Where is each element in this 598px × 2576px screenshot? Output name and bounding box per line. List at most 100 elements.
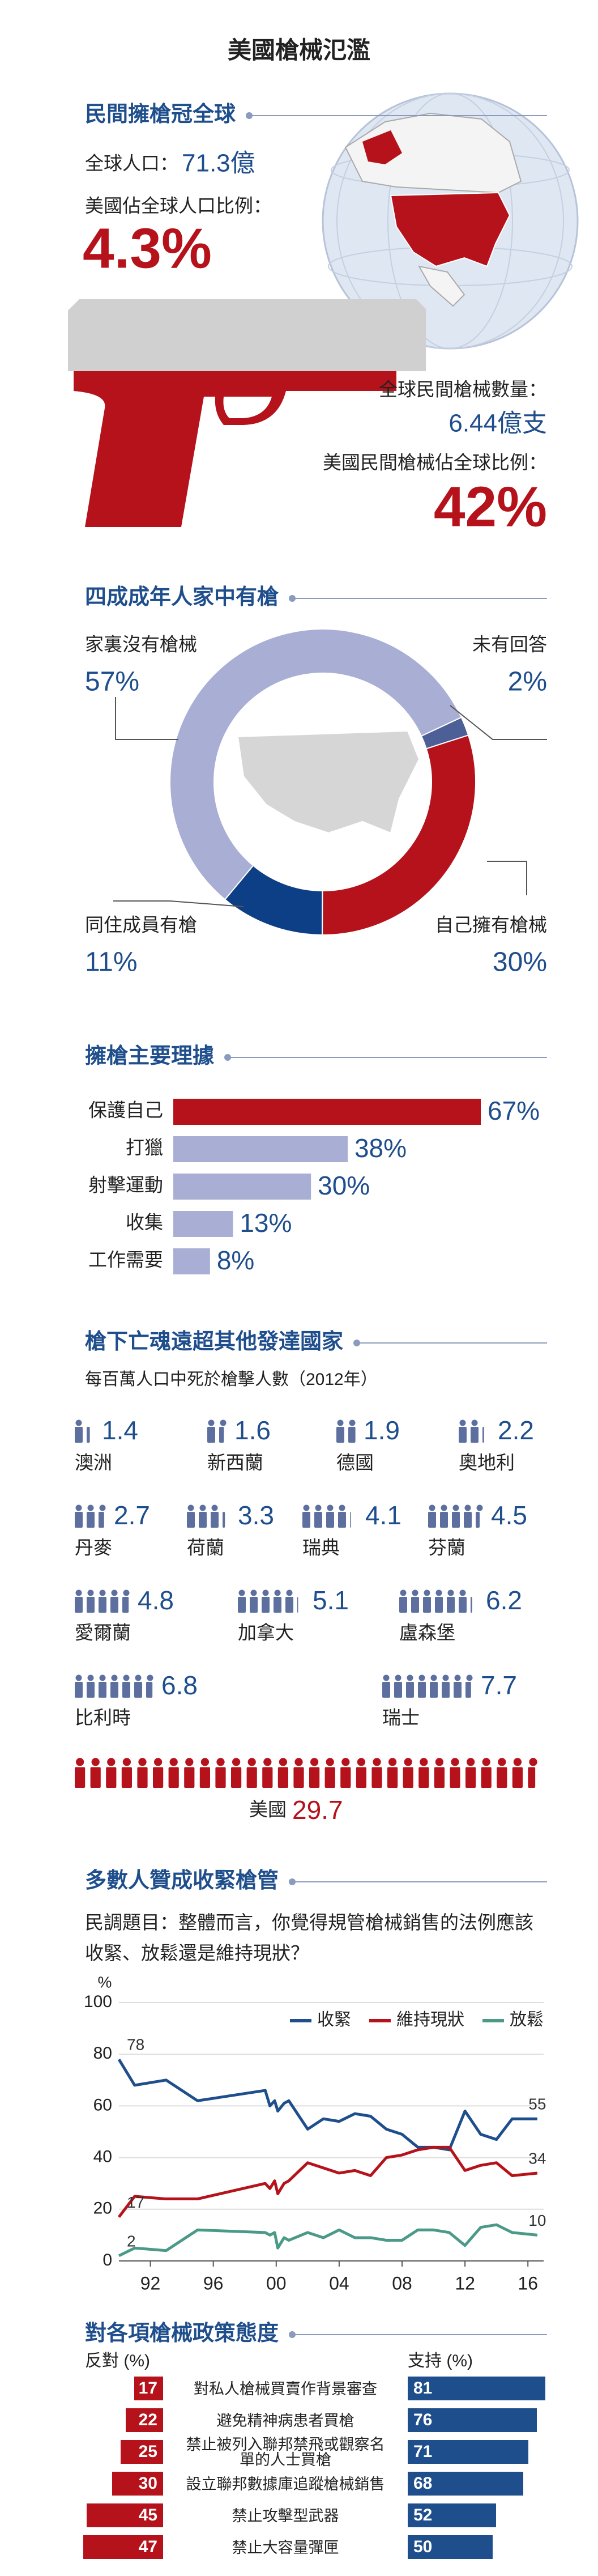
person-head <box>185 1758 194 1766</box>
person-body <box>450 1767 460 1788</box>
icon-group <box>207 1419 227 1443</box>
policy-label: 禁止被列入聯邦禁飛或觀察名單的人士買槍 <box>186 2437 385 2468</box>
pictogram-label: 加拿大 <box>238 1622 294 1643</box>
person-head <box>75 1504 82 1511</box>
section-heading: 四成成年人家中有槍 <box>85 585 279 609</box>
person-body <box>428 1512 436 1528</box>
person-head <box>169 1758 178 1766</box>
person-body <box>348 1427 356 1443</box>
icon-group <box>382 1674 473 1698</box>
person-head <box>279 1758 288 1766</box>
person-body <box>418 1682 426 1698</box>
person-body <box>465 1682 471 1698</box>
person-body <box>442 1682 450 1698</box>
x-tick-label: 92 <box>140 2273 161 2293</box>
person-body <box>106 1767 117 1788</box>
support-value: 52 <box>413 2506 432 2524</box>
person-head <box>247 1758 256 1766</box>
person-body <box>262 1767 273 1788</box>
person-body <box>406 1682 414 1698</box>
support-value: 68 <box>413 2474 432 2493</box>
stat-label: 全球民間槍械數量： <box>379 379 547 400</box>
person-head <box>441 1504 447 1511</box>
person-body <box>75 1682 83 1698</box>
person-head <box>87 1504 94 1511</box>
pictogram-value: 7.7 <box>481 1670 517 1700</box>
oppose-value: 47 <box>139 2537 157 2556</box>
person-body <box>371 1767 382 1788</box>
legend-label: 收緊 <box>317 2010 351 2029</box>
person-body <box>75 1597 83 1613</box>
pictogram-value: 6.2 <box>486 1585 522 1615</box>
person-head <box>111 1674 118 1681</box>
x-tick-label: 12 <box>455 2273 475 2293</box>
end-label: 34 <box>528 2149 546 2167</box>
person-head <box>294 1758 303 1766</box>
support-bar <box>408 2503 496 2527</box>
icon-group <box>336 1419 356 1443</box>
y-tick-label: 100 <box>84 1992 112 2011</box>
chart-subtitle: 每百萬人口中死於槍擊人數（2012年） <box>85 1370 378 1389</box>
bar-label: 保護自己 <box>88 1100 163 1121</box>
person-head <box>262 1589 269 1596</box>
person-head <box>123 1589 130 1596</box>
person-head <box>418 1674 425 1681</box>
person-head <box>383 1674 390 1681</box>
donut-label: 自己擁有槍械 <box>435 915 547 936</box>
leader-line <box>113 900 244 907</box>
x-tick-label: 00 <box>266 2273 287 2293</box>
donut-value: 57% <box>85 667 139 697</box>
chart-subtitle: 民調題目：整體而言，你覺得規管槍械銷售的法例應該收緊、放鬆還是維持現狀？ <box>85 1912 533 1963</box>
person-body <box>211 1512 219 1528</box>
chart-subtitle-box: 民調題目：整體而言，你覺得規管槍械銷售的法例應該收緊、放鬆還是維持現狀？ <box>85 1912 533 1963</box>
person-body <box>338 1512 346 1528</box>
heading-dot <box>224 1054 232 1061</box>
person-body <box>434 1767 445 1788</box>
person-head <box>513 1758 522 1766</box>
person-body <box>528 1767 536 1788</box>
pictogram-label: 德國 <box>336 1452 374 1473</box>
person-head <box>99 1674 106 1681</box>
pictogram-value: 4.8 <box>138 1585 174 1615</box>
pictogram-value: 1.6 <box>234 1415 271 1445</box>
pictogram-value: 29.7 <box>292 1795 343 1825</box>
stat-big: 42% <box>434 475 547 538</box>
policy-label: 對私人槍械買賣作背景審查 <box>194 2380 377 2398</box>
person-body <box>122 1597 129 1613</box>
handgun <box>68 299 426 527</box>
y-axis-label: % <box>98 1973 112 1991</box>
bar <box>173 1211 233 1237</box>
heading-dot <box>246 112 253 119</box>
oppose-bar <box>87 2503 163 2527</box>
y-tick-label: 40 <box>93 2148 112 2166</box>
icon-group <box>75 1758 537 1788</box>
person-body <box>459 1427 467 1443</box>
person-body <box>476 1512 480 1528</box>
person-head <box>123 1674 130 1681</box>
icon-group <box>187 1504 225 1528</box>
pictogram-label: 荷蘭 <box>187 1537 224 1558</box>
person-head <box>216 1758 225 1766</box>
person-head <box>122 1758 131 1766</box>
person-body <box>134 1682 142 1698</box>
person-body <box>382 1682 390 1698</box>
person-head <box>147 1674 153 1681</box>
person-head <box>529 1758 537 1766</box>
policy-label: 禁止大容量彈匣 <box>232 2539 339 2556</box>
person-body <box>447 1597 455 1613</box>
person-body <box>87 1512 95 1528</box>
policy-label-box: 設立聯邦數據庫追蹤槍械銷售 <box>186 2476 385 2492</box>
person-body <box>452 1512 460 1528</box>
x-tick-label: 96 <box>203 2273 224 2293</box>
person-head <box>337 1419 344 1426</box>
heading-dot <box>353 1340 361 1346</box>
person-head <box>138 1758 147 1766</box>
series-line <box>117 2059 537 2152</box>
person-body <box>99 1597 106 1613</box>
x-tick-label: 04 <box>329 2273 349 2293</box>
person-body <box>219 1427 224 1443</box>
person-body <box>471 1427 479 1443</box>
pictogram-value: 5.1 <box>313 1585 349 1615</box>
icon-group <box>75 1504 106 1528</box>
